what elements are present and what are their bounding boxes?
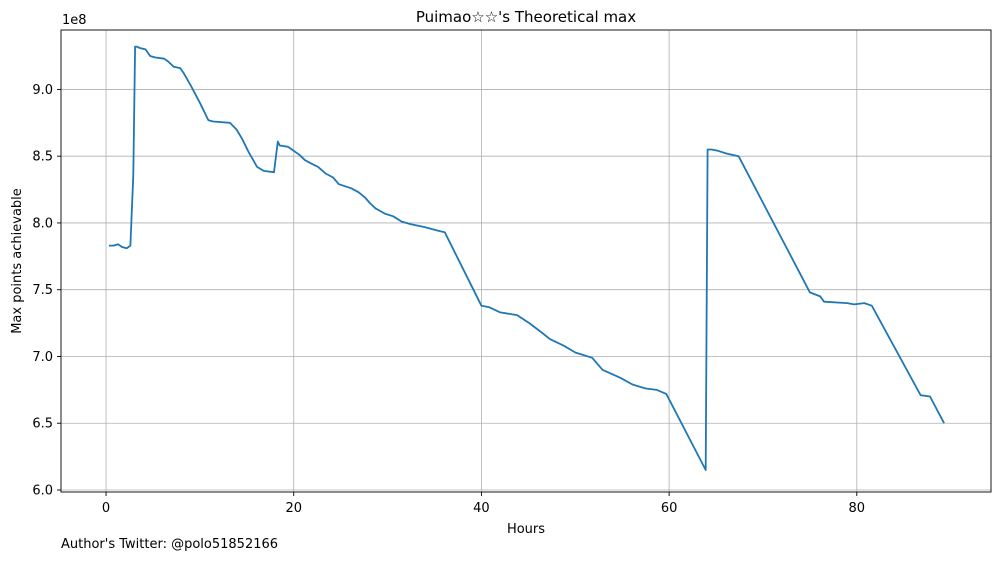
y-tick-label: 8.5 <box>32 150 53 165</box>
x-tick-label: 0 <box>102 501 110 516</box>
axes-frame <box>60 29 992 493</box>
y-axis-offset-label: 1e8 <box>62 13 87 28</box>
y-axis-label: Max points achievable <box>10 188 25 334</box>
y-tick-label: 7.5 <box>32 283 53 298</box>
x-tick-label: 20 <box>285 501 302 516</box>
axes <box>60 29 992 493</box>
y-tick-label: 6.5 <box>32 417 53 432</box>
chart-title: Puimao☆☆'s Theoretical max <box>416 8 636 26</box>
grid <box>61 30 991 492</box>
ticks: 0 20 40 60 80 6.0 6.5 7.0 7.5 8.0 8.5 9.0 <box>32 83 865 516</box>
y-tick-label: 9.0 <box>32 83 53 98</box>
author-twitter-footer: Author's Twitter: @polo51852166 <box>61 537 279 552</box>
x-tick-label: 80 <box>849 501 866 516</box>
y-tick-label: 8.0 <box>32 216 53 231</box>
y-tick-label: 7.0 <box>32 350 53 365</box>
plot-area <box>108 45 945 471</box>
y-tick-label: 6.0 <box>32 483 53 498</box>
x-tick-label: 40 <box>473 501 490 516</box>
x-axis-label: Hours <box>507 522 545 537</box>
x-tick-label: 60 <box>661 501 678 516</box>
series-line <box>108 45 945 471</box>
